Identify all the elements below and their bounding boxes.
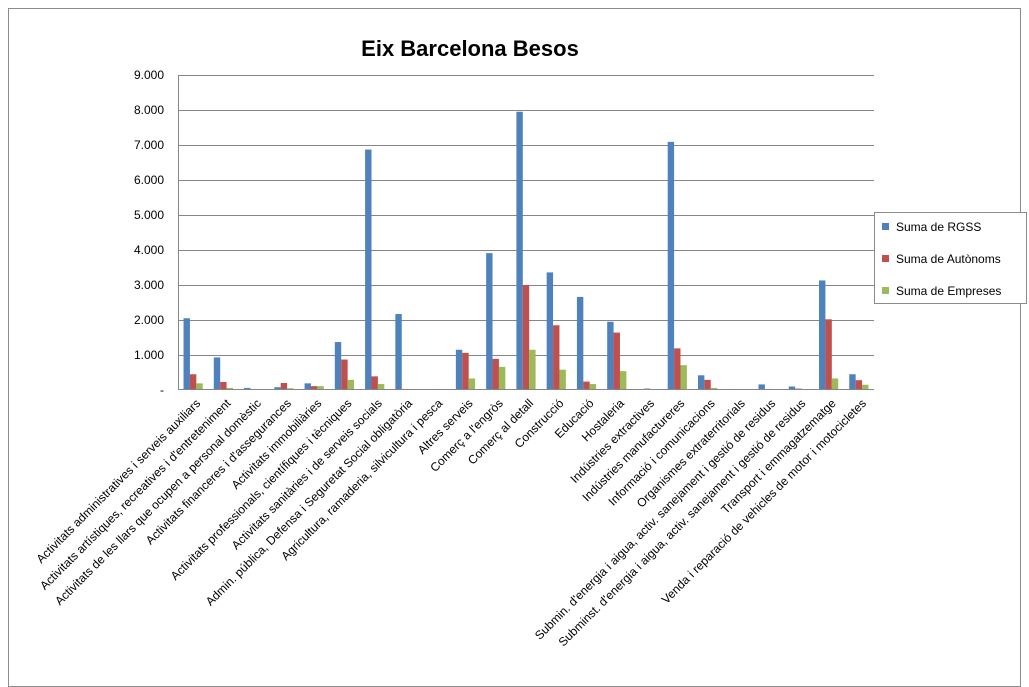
bar-1-15 <box>607 321 614 390</box>
y-tick-label: 7.000 <box>134 138 164 152</box>
bar-3-17 <box>680 365 687 390</box>
bar-1-22 <box>819 280 826 390</box>
bar-3-6 <box>347 379 355 390</box>
bar-2-23 <box>855 380 863 390</box>
bar-1-8 <box>395 314 402 390</box>
legend-label: Suma de Empreses <box>896 284 1001 298</box>
bar-3-7 <box>377 384 385 390</box>
bar-3-14 <box>589 384 597 390</box>
bar-3-2 <box>226 387 233 390</box>
bar-1-10 <box>455 349 463 390</box>
y-tick-label: 6.000 <box>134 173 164 187</box>
bar-3-11 <box>498 366 506 390</box>
bar-3-23 <box>862 384 869 390</box>
bar-1-23 <box>849 374 856 390</box>
bar-2-11 <box>492 358 499 390</box>
bar-1-3 <box>244 387 251 390</box>
bar-1-1 <box>183 318 190 390</box>
bar-1-4 <box>274 387 281 390</box>
y-tick-label: 5.000 <box>134 208 164 222</box>
bar-1-7 <box>365 149 372 390</box>
legend-swatch <box>882 287 889 294</box>
bar-1-21 <box>788 386 796 390</box>
bar-2-1 <box>189 374 197 390</box>
bar-2-4 <box>280 383 288 390</box>
bar-2-18 <box>704 379 711 390</box>
bar-2-14 <box>583 381 590 390</box>
bar-3-12 <box>529 349 536 390</box>
y-tick-label: 4.000 <box>134 243 164 257</box>
chart-title: Eix Barcelona Besos <box>361 36 579 61</box>
bar-2-13 <box>553 325 560 390</box>
bar-1-17 <box>667 141 675 390</box>
gridlines <box>178 75 874 356</box>
bar-3-1 <box>196 383 203 390</box>
y-tick-label: 2.000 <box>134 313 164 327</box>
y-tick-label: 3.000 <box>134 278 164 292</box>
bar-1-12 <box>516 111 523 390</box>
bar-3-15 <box>619 371 627 390</box>
bar-2-17 <box>674 348 681 390</box>
y-tick-label: 1.000 <box>134 348 164 362</box>
bar-1-14 <box>576 296 584 390</box>
legend-label: Suma de RGSS <box>896 220 981 234</box>
bar-2-22 <box>825 319 832 390</box>
y-axis-tick-labels: - 1.000 2.000 3.000 4.000 5.000 6.000 7.000 8.00… <box>134 68 164 397</box>
bar-2-15 <box>613 332 620 390</box>
legend-entries: Suma de RGSS Suma de Autònoms Suma de Empr… <box>882 220 1001 298</box>
y-tick-label: - <box>160 383 164 397</box>
legend-swatch <box>882 223 889 230</box>
bar-3-10 <box>468 378 476 390</box>
bar-2-2 <box>220 381 227 390</box>
bar-1-6 <box>334 342 342 390</box>
bar-1-18 <box>697 375 705 390</box>
legend-swatch <box>882 255 889 262</box>
y-tick-label: 8.000 <box>134 103 164 117</box>
bar-1-2 <box>213 357 221 390</box>
bar-3-13 <box>559 369 566 390</box>
y-tick-label: 9.000 <box>134 68 164 82</box>
bar-1-11 <box>486 253 493 390</box>
legend: Suma de RGSS Suma de Autònoms Suma de Empr… <box>874 212 1027 304</box>
bar-3-18 <box>710 387 718 390</box>
legend-frame <box>874 212 1027 304</box>
bar-2-12 <box>522 285 530 390</box>
legend-label: Suma de Autònoms <box>896 252 1001 266</box>
bar-2-10 <box>462 352 469 390</box>
bar-3-22 <box>831 378 839 390</box>
bar-1-20 <box>758 384 765 390</box>
bar-2-6 <box>341 359 348 390</box>
bar-3-5 <box>317 386 324 390</box>
bar-1-5 <box>304 383 311 390</box>
bar-1-13 <box>546 272 554 390</box>
bar-2-5 <box>310 386 318 390</box>
bar-2-7 <box>371 376 378 390</box>
bars <box>183 111 869 390</box>
